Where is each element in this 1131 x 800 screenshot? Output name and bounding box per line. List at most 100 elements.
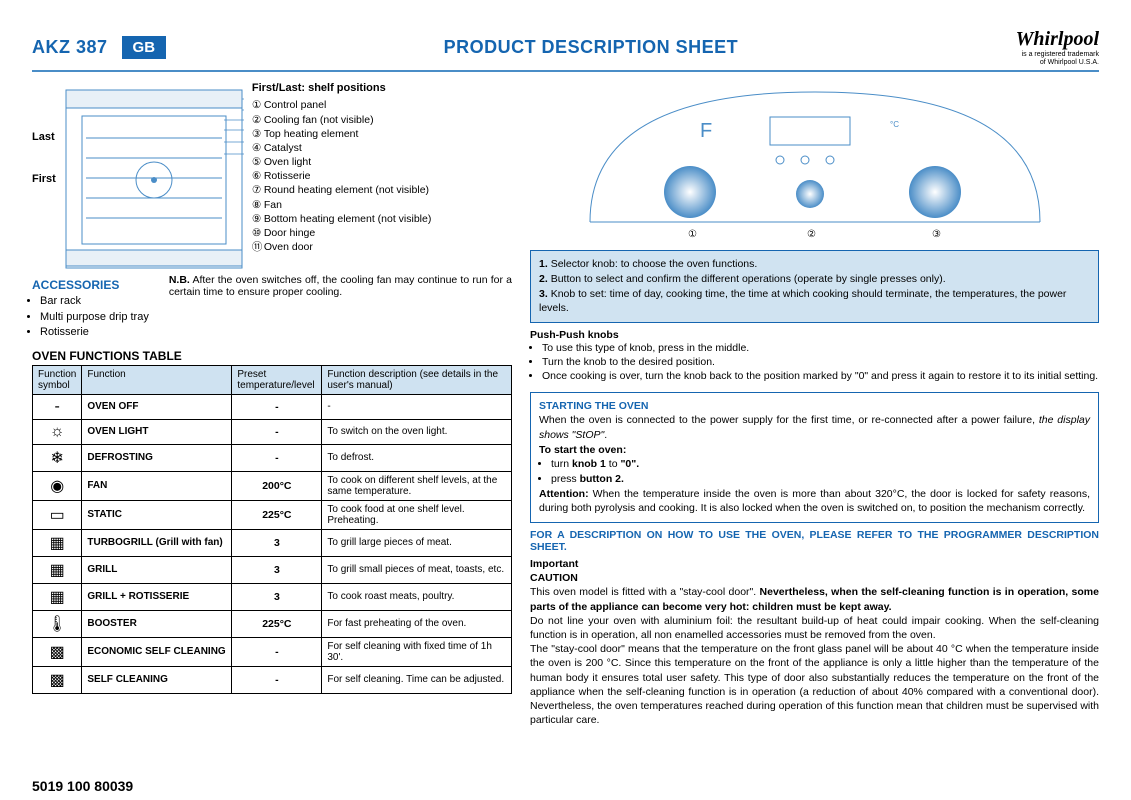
parts-column: First/Last: shelf positions ①Control pan… (252, 82, 512, 272)
refer-text: FOR A DESCRIPTION ON HOW TO USE THE OVEN… (530, 529, 1099, 553)
start-step1: turn knob 1 to "0". (551, 457, 1090, 472)
label-first: First (32, 173, 56, 185)
push-title: Push-Push knobs (530, 329, 1099, 341)
table-row: ▩SELF CLEANING-For self cleaning. Time c… (33, 666, 512, 693)
logo-text: Whirlpool (1016, 28, 1099, 51)
svg-text:°C: °C (890, 120, 899, 129)
attention-label: Attention: (539, 488, 589, 500)
header-left: AKZ 387 GB (32, 36, 166, 59)
th-function: Function (82, 365, 232, 394)
cell-symbol: 🌡 (33, 610, 82, 637)
cell-function: ECONOMIC SELF CLEANING (82, 637, 232, 666)
cell-symbol: ▦ (33, 556, 82, 583)
cell-temp: - (232, 394, 322, 419)
caution-p1a: This oven model is fitted with a "stay-c… (530, 586, 760, 598)
part-item: ③Top heating element (252, 127, 512, 141)
part-item: ④Catalyst (252, 141, 512, 155)
knob-description-box: 1. Selector knob: to choose the oven fun… (530, 250, 1099, 323)
accessories-list: Bar rackMulti purpose drip trayRotisseri… (40, 294, 149, 340)
start-intro: When the oven is connected to the power … (539, 414, 1090, 441)
cell-desc: To cook roast meats, poultry. (322, 583, 512, 610)
nb-text: After the oven switches off, the cooling… (169, 274, 512, 298)
cell-desc: To cook on different shelf levels, at th… (322, 471, 512, 500)
table-row: 🌡BOOSTER225°CFor fast preheating of the … (33, 610, 512, 637)
cell-desc: To grill small pieces of meat, toasts, e… (322, 556, 512, 583)
caution-label: CAUTION (530, 572, 578, 584)
logo-subtext2: of Whirlpool U.S.A. (1040, 59, 1099, 67)
start-title: STARTING THE OVEN (539, 400, 648, 412)
functions-table: Function symbol Function Preset temperat… (32, 365, 512, 694)
cell-temp: - (232, 419, 322, 444)
accessories-title: ACCESSORIES (32, 278, 149, 292)
cell-temp: 3 (232, 529, 322, 556)
cell-symbol: - (33, 394, 82, 419)
cell-temp: 225°C (232, 610, 322, 637)
oven-diagram (64, 82, 244, 272)
cell-symbol: ▩ (33, 666, 82, 693)
cell-temp: 3 (232, 583, 322, 610)
functions-table-title: OVEN FUNCTIONS TABLE (32, 349, 512, 363)
cell-desc: - (322, 394, 512, 419)
label-last: Last (32, 131, 56, 143)
cell-function: BOOSTER (82, 610, 232, 637)
left-column: Last First (32, 82, 512, 727)
cell-function: STATIC (82, 500, 232, 529)
brand-logo: Whirlpool is a registered trademark of W… (1016, 28, 1099, 66)
cell-symbol: ◉ (33, 471, 82, 500)
accessory-item: Bar rack (40, 294, 149, 309)
part-item: ⑨Bottom heating element (not visible) (252, 212, 512, 226)
table-row: ▭STATIC225°CTo cook food at one shelf le… (33, 500, 512, 529)
cell-symbol: ▩ (33, 637, 82, 666)
nb-label: N.B. (169, 274, 190, 286)
part-item: ⑦Round heating element (not visible) (252, 183, 512, 197)
accessory-item: Rotisserie (40, 325, 149, 340)
to-start-label: To start the oven: (539, 444, 626, 456)
important-section: Important CAUTION This oven model is fit… (530, 557, 1099, 727)
cell-symbol: ▦ (33, 529, 82, 556)
cell-desc: For self cleaning. Time can be adjusted. (322, 666, 512, 693)
cell-symbol: ❄ (33, 444, 82, 471)
parts-title: First/Last: shelf positions (252, 82, 512, 94)
part-item: ⑪Oven door (252, 240, 512, 254)
important-label: Important (530, 558, 578, 570)
page-title: PRODUCT DESCRIPTION SHEET (166, 37, 1016, 58)
right-column: F °C ① ② ③ 1. Selector knob: to choose t… (530, 82, 1099, 727)
shelf-labels: Last First (32, 82, 56, 272)
cell-temp: - (232, 666, 322, 693)
attention-text: When the temperature inside the oven is … (539, 488, 1090, 515)
svg-text:②: ② (807, 229, 816, 240)
cell-symbol: ▭ (33, 500, 82, 529)
knob2-desc: Button to select and confirm the differe… (551, 273, 946, 285)
push-item: Once cooking is over, turn the knob back… (542, 369, 1099, 383)
cell-temp: 225°C (232, 500, 322, 529)
th-desc: Function description (see details in the… (322, 365, 512, 394)
accessory-item: Multi purpose drip tray (40, 310, 149, 325)
cell-desc: For self cleaning with fixed time of 1h … (322, 637, 512, 666)
cell-function: OVEN OFF (82, 394, 232, 419)
panel-f-label: F (700, 120, 712, 142)
push-item: Turn the knob to the desired position. (542, 355, 1099, 369)
control-panel-diagram: F °C ① ② ③ (580, 82, 1050, 242)
caution-p2: Do not line your oven with aluminium foi… (530, 615, 1099, 641)
cell-function: GRILL + ROTISSERIE (82, 583, 232, 610)
th-symbol: Function symbol (33, 365, 82, 394)
cell-function: OVEN LIGHT (82, 419, 232, 444)
cell-function: SELF CLEANING (82, 666, 232, 693)
cell-symbol: ☼ (33, 419, 82, 444)
table-row: ▦GRILL3To grill small pieces of meat, to… (33, 556, 512, 583)
start-step2: press button 2. (551, 472, 1090, 487)
cell-function: FAN (82, 471, 232, 500)
caution-p3: The "stay-cool door" means that the temp… (530, 643, 1099, 726)
table-row: ▦TURBOGRILL (Grill with fan)3To grill la… (33, 529, 512, 556)
cell-desc: To cook food at one shelf level. Preheat… (322, 500, 512, 529)
push-list: To use this type of knob, press in the m… (542, 341, 1099, 384)
part-item: ⑩Door hinge (252, 226, 512, 240)
knob3-desc: Knob to set: time of day, cooking time, … (539, 288, 1066, 315)
part-item: ⑤Oven light (252, 155, 512, 169)
table-row: ▩ECONOMIC SELF CLEANING-For self cleanin… (33, 637, 512, 666)
part-item: ①Control panel (252, 98, 512, 112)
footer-code: 5019 100 80039 (32, 778, 133, 794)
cell-desc: For fast preheating of the oven. (322, 610, 512, 637)
logo-subtext: is a registered trademark (1022, 51, 1099, 59)
country-badge: GB (122, 36, 167, 59)
